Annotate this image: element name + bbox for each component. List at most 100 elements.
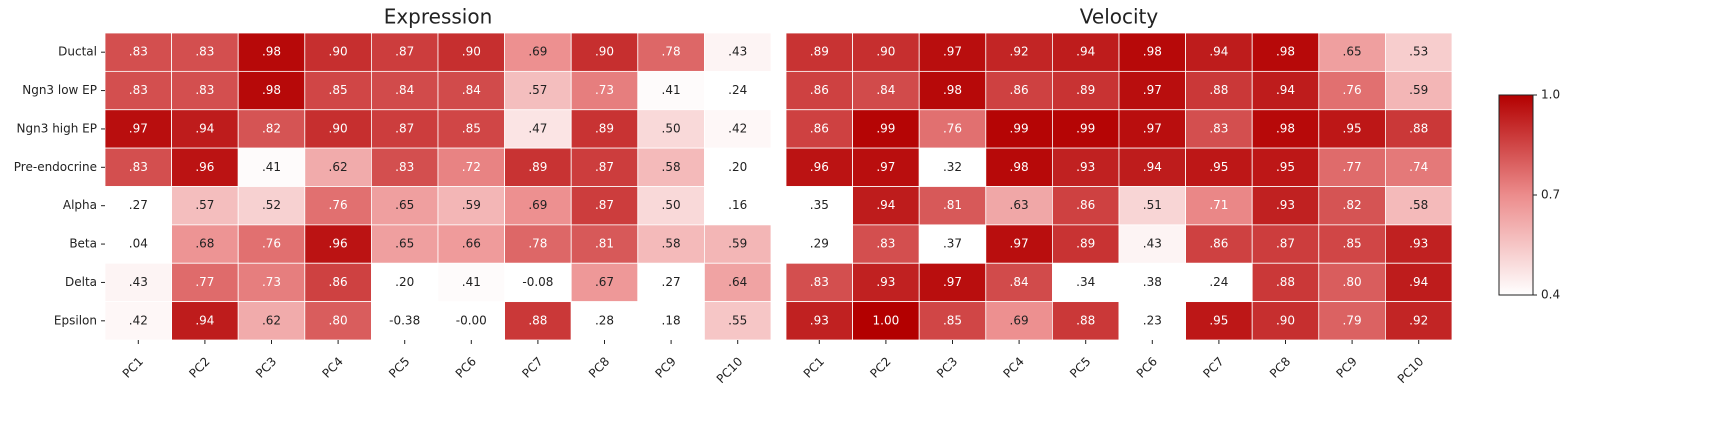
- cell-label: .58: [1409, 198, 1428, 212]
- cell-label: .81: [595, 237, 614, 251]
- cell-label: -0.08: [522, 275, 553, 289]
- cell-label: .79: [1343, 313, 1362, 327]
- heatmap-cell: [1118, 224, 1186, 264]
- cell-label: .28: [595, 313, 614, 327]
- cell-label: .92: [1010, 45, 1029, 59]
- cell-label: .84: [395, 83, 414, 97]
- heatmap-cell: [304, 70, 372, 111]
- heatmap-cell: [1118, 262, 1186, 303]
- y-tick-label: Delta: [65, 275, 97, 289]
- heatmap-cell: [504, 109, 572, 149]
- heatmap-cell: [1052, 186, 1120, 226]
- cell-label: .93: [1409, 237, 1428, 251]
- heatmap-cell: [504, 186, 572, 226]
- cell-label: .95: [1343, 121, 1362, 135]
- cell-label: .89: [1076, 237, 1095, 251]
- heatmap-cell: [1185, 262, 1253, 303]
- cell-label: .82: [262, 121, 281, 135]
- heatmap-cell: [504, 147, 572, 187]
- heatmap-cell: [570, 32, 639, 72]
- x-tick-label: PC2: [867, 354, 893, 380]
- heatmap-cell: [171, 109, 239, 149]
- heatmap-cell: [918, 301, 987, 341]
- heatmap-cell: [370, 109, 439, 149]
- heatmap-cell: [785, 32, 853, 72]
- cell-label: .76: [262, 237, 281, 251]
- heatmap-cell: [918, 262, 987, 303]
- heatmap-cell: [1318, 109, 1386, 149]
- heatmap-cell: [1251, 109, 1320, 149]
- heatmap-cell: [1052, 224, 1120, 264]
- cell-label: .94: [195, 121, 214, 135]
- cell-label: .41: [662, 83, 681, 97]
- heatmap-cell: [237, 109, 306, 149]
- cell-label: .90: [1276, 313, 1295, 327]
- cell-label: .78: [528, 237, 547, 251]
- cell-label: .97: [129, 121, 148, 135]
- cell-label: .41: [462, 275, 481, 289]
- heatmap-cell: [370, 301, 439, 341]
- cell-label: .86: [1209, 237, 1228, 251]
- heatmap-cell: [570, 70, 639, 111]
- heatmap-cell: [704, 301, 772, 341]
- heatmap-cell: [1185, 301, 1253, 341]
- cell-label: .84: [876, 83, 895, 97]
- heatmap-cell: [704, 147, 772, 187]
- cell-label: .94: [1209, 45, 1228, 59]
- heatmap-cell: [504, 301, 572, 341]
- cell-label: .89: [595, 121, 614, 135]
- heatmap-cell: [570, 186, 639, 226]
- cell-label: .86: [329, 275, 348, 289]
- heatmap-cell: [704, 109, 772, 149]
- heatmap-cell: [1251, 224, 1320, 264]
- cell-label: .90: [595, 45, 614, 59]
- cell-label: .83: [810, 275, 829, 289]
- cell-label: .85: [329, 83, 348, 97]
- cell-label: .99: [1076, 121, 1095, 135]
- x-tick-label: PC6: [1134, 354, 1160, 380]
- cell-label: .83: [195, 83, 214, 97]
- heatmap-cell: [985, 301, 1053, 341]
- cell-label: .83: [1209, 121, 1228, 135]
- heatmap-cell: [237, 301, 306, 341]
- cell-label: .27: [129, 198, 148, 212]
- heatmap-cell: [1052, 147, 1120, 187]
- heatmap-cell: [437, 186, 505, 226]
- x-tick-label: PC10: [714, 354, 746, 386]
- heatmap-cell: [237, 186, 306, 226]
- heatmap-cell: [304, 224, 372, 264]
- cell-label: .97: [1010, 237, 1029, 251]
- cell-label: .62: [262, 313, 281, 327]
- y-tick-label: Ngn3 high EP: [17, 121, 97, 135]
- cell-label: .87: [395, 45, 414, 59]
- cell-label: 1.00: [873, 313, 900, 327]
- x-tick-label: PC1: [120, 354, 146, 380]
- cell-label: .85: [1343, 237, 1362, 251]
- cell-label: .68: [195, 237, 214, 251]
- heatmap-cell: [1318, 186, 1386, 226]
- cell-label: .34: [1076, 275, 1095, 289]
- cell-label: .04: [129, 237, 148, 251]
- heatmap-cell: [104, 109, 172, 149]
- heatmap-cell: [785, 224, 853, 264]
- cell-label: .47: [528, 121, 547, 135]
- heatmap-cell: [437, 301, 505, 341]
- cell-label: .83: [129, 45, 148, 59]
- heatmap-cell: [1251, 301, 1320, 341]
- cell-label: .43: [728, 45, 747, 59]
- heatmap-cell: [1251, 147, 1320, 187]
- cell-label: .97: [876, 160, 895, 174]
- cell-label: .88: [528, 313, 547, 327]
- heatmap-cell: [918, 109, 987, 149]
- colorbar-tick-label: 0.7: [1541, 188, 1560, 202]
- cell-label: .57: [195, 198, 214, 212]
- cell-label: .81: [943, 198, 962, 212]
- x-tick-label: PC8: [586, 354, 612, 380]
- cell-label: .37: [943, 237, 962, 251]
- cell-label: .98: [1276, 45, 1295, 59]
- heatmap-cell: [852, 70, 920, 111]
- x-tick-label: PC10: [1395, 354, 1427, 386]
- cell-label: .71: [1209, 198, 1228, 212]
- cell-label: .86: [1010, 83, 1029, 97]
